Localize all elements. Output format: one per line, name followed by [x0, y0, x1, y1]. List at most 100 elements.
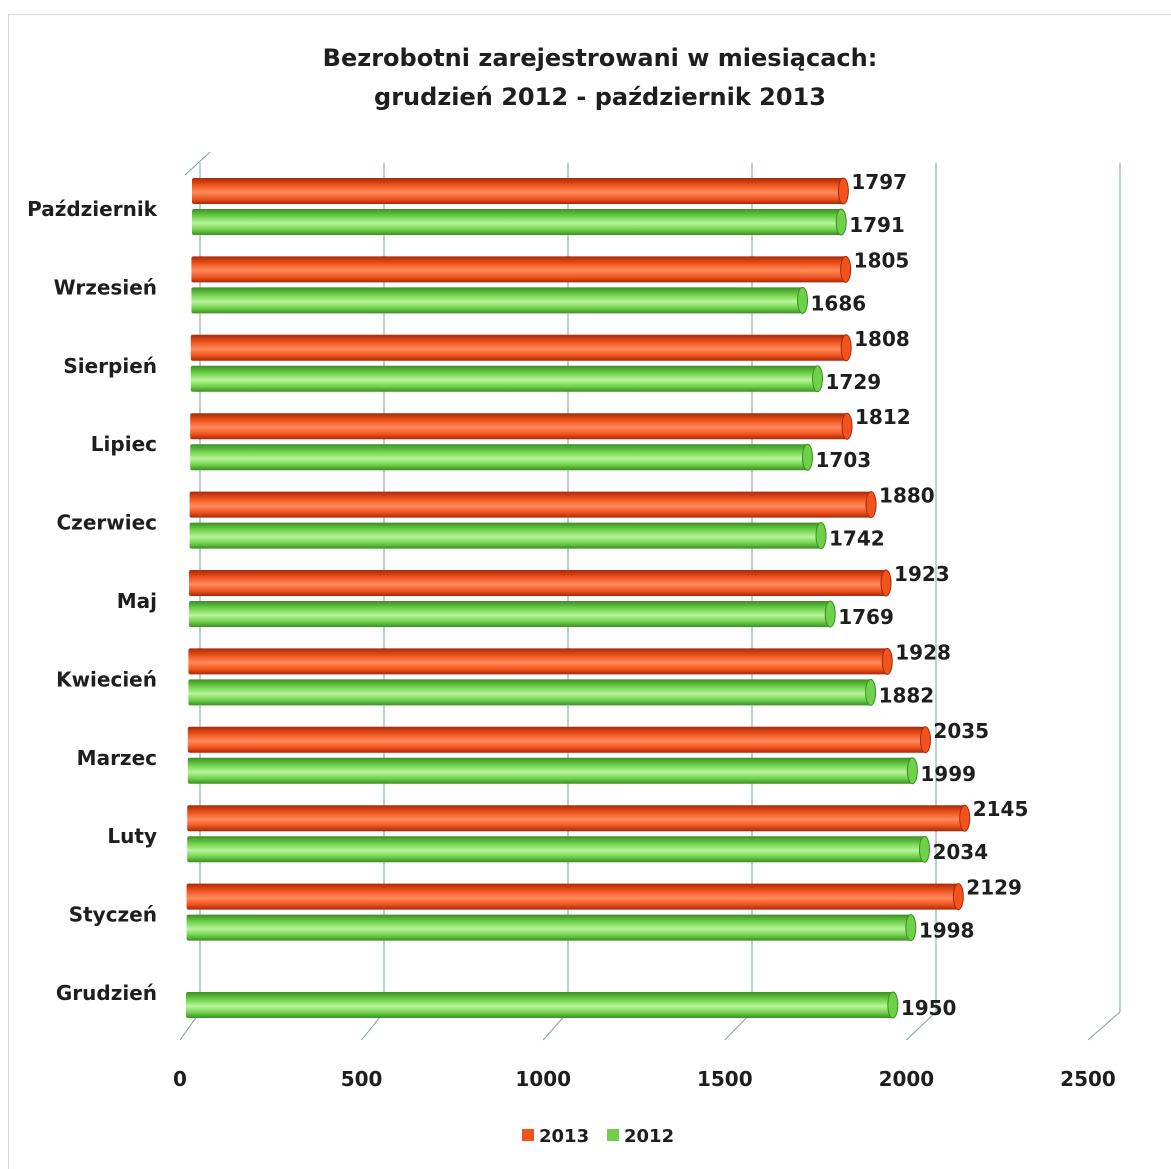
category-label-wrzesien: Wrzesień [54, 275, 157, 299]
data-label-2012-grudzien: 1950 [901, 996, 957, 1020]
data-label-2013-pazdziernik: 1797 [851, 170, 907, 194]
bar-cap [919, 726, 931, 754]
bar-2012-pazdziernik [192, 208, 847, 236]
gridline-floor [906, 1011, 937, 1041]
category-label-pazdziernik: Październik [27, 197, 158, 221]
bar-cap [815, 522, 827, 550]
bar-2012-czerwiec [189, 522, 827, 550]
bar-cap [905, 914, 917, 942]
category-label-czerwiec: Czerwiec [57, 511, 158, 535]
bar-cap [906, 757, 918, 785]
chart-title-line-1: Bezrobotni zarejestrowani w miesiącach: [323, 44, 878, 72]
bar-cap [824, 600, 836, 628]
data-label-2012-sierpien: 1729 [826, 370, 882, 394]
legend-swatch-2012 [607, 1129, 619, 1141]
bar-cap [880, 569, 892, 597]
data-label-2012-czerwiec: 1742 [829, 527, 885, 551]
bar-cap [865, 491, 877, 519]
bar-body [188, 648, 888, 675]
x-tick-label: 2000 [879, 1067, 935, 1091]
data-label-2013-kwiecien: 1928 [895, 640, 951, 664]
data-label-2013-luty: 2145 [973, 797, 1029, 821]
bar-body [187, 757, 913, 784]
bar-body [186, 914, 911, 941]
bar-cap [918, 835, 930, 863]
bar-cap [841, 412, 853, 440]
data-label-2012-kwiecien: 1882 [879, 683, 935, 707]
category-axis: Październik Wrzesień Sierpień Lipiec Czerwie… [27, 197, 158, 1005]
x-tick-label: 1500 [697, 1067, 753, 1091]
bar-2013-sierpien [190, 334, 852, 362]
bar-body [190, 413, 848, 440]
bar-body [192, 209, 842, 235]
data-label-2012-luty: 2034 [932, 840, 988, 864]
plot-area: 1797 1791 1805 1686 1808 1729 1812 1703 1880 1742… [186, 170, 1028, 1020]
category-label-kwiecien: Kwiecień [56, 667, 157, 691]
data-label-2012-marzec: 1999 [920, 762, 976, 786]
bar-2013-lipiec [190, 412, 853, 440]
bar-body [189, 491, 872, 518]
bar-body [190, 365, 818, 392]
data-label-2012-lipiec: 1703 [815, 448, 871, 472]
bar-body [191, 256, 846, 283]
legend-label-2013: 2013 [539, 1126, 589, 1147]
data-label-2012-maj: 1769 [838, 605, 894, 629]
bar-cap [881, 647, 893, 675]
bar-body [186, 992, 893, 1018]
data-label-2013-marzec: 2035 [933, 719, 989, 743]
category-label-styczen: Styczeń [69, 903, 157, 927]
bar-cap [840, 255, 852, 283]
x-tick-label: 1000 [515, 1067, 571, 1091]
category-label-lipiec: Lipiec [91, 432, 157, 456]
bar-cap [840, 334, 852, 362]
data-label-2013-styczen: 2129 [966, 876, 1022, 900]
gridline [184, 151, 211, 176]
gridline-floor [1087, 1011, 1121, 1041]
bar-2012-luty [187, 835, 930, 863]
category-label-sierpien: Sierpień [63, 354, 157, 378]
x-tick-label: 500 [341, 1067, 383, 1091]
chart-title-line-2: grudzień 2012 - październik 2013 [374, 83, 826, 111]
data-label-2012-pazdziernik: 1791 [849, 213, 905, 237]
bar-2012-wrzesien [191, 286, 809, 314]
data-label-2013-sierpien: 1808 [854, 327, 910, 351]
bar-cap [797, 286, 809, 314]
bar-2013-kwiecien [188, 647, 893, 675]
bar-body [186, 883, 959, 910]
bar-body [187, 836, 925, 863]
bar-2013-pazdziernik [192, 177, 849, 205]
bar-cap [959, 804, 971, 832]
bar-2012-lipiec [190, 443, 813, 471]
bar-body [187, 726, 926, 753]
bar-2013-luty [187, 804, 971, 832]
bar-2012-grudzien [186, 991, 899, 1019]
category-label-grudzien: Grudzień [56, 981, 157, 1005]
value-axis: 0 500 1000 1500 2000 2500 [173, 1067, 1116, 1091]
bar-cap [887, 991, 899, 1019]
bar-2013-czerwiec [189, 491, 877, 519]
x-tick-label: 0 [173, 1067, 187, 1091]
bar-body [190, 444, 808, 471]
bar-body [187, 805, 965, 832]
bar-2013-marzec [187, 726, 931, 754]
bar-cap [801, 443, 813, 471]
bar-2012-sierpien [190, 365, 824, 393]
category-label-luty: Luty [107, 824, 157, 848]
legend-label-2012: 2012 [624, 1126, 674, 1147]
data-label-2013-lipiec: 1812 [855, 405, 911, 429]
bar-body [191, 287, 803, 314]
bar-2013-styczen [186, 883, 964, 911]
bar-2012-marzec [187, 757, 918, 785]
bar-body [189, 522, 822, 549]
legend: 2013 2012 [522, 1126, 674, 1147]
data-label-2013-wrzesien: 1805 [854, 248, 910, 272]
data-label-2012-wrzesien: 1686 [811, 291, 867, 315]
category-label-marzec: Marzec [77, 746, 157, 770]
bar-2012-styczen [186, 914, 917, 942]
chart-frame [8, 14, 1171, 1169]
bar-2012-maj [189, 600, 836, 628]
bar-2012-kwiecien [188, 678, 877, 706]
data-label-2013-czerwiec: 1880 [879, 484, 935, 508]
bar-cap [865, 678, 877, 706]
